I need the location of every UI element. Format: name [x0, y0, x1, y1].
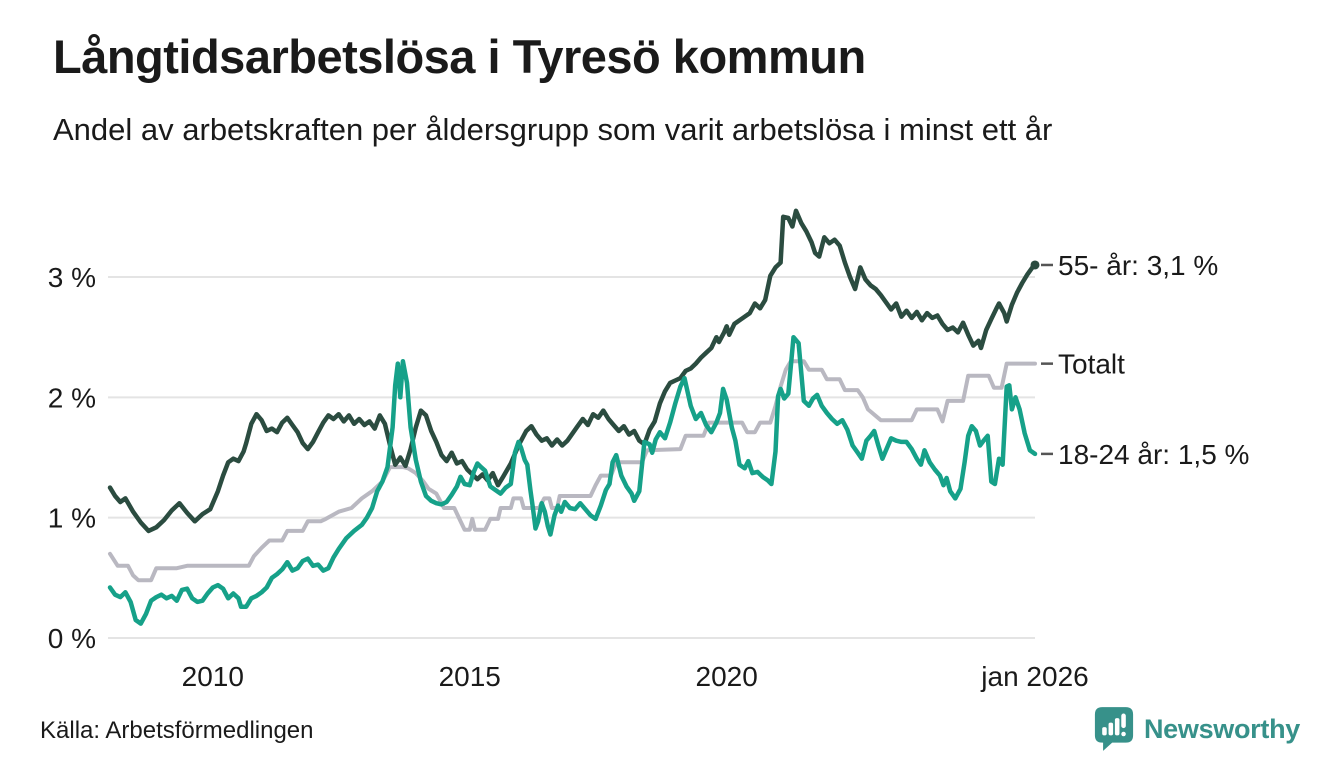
source-note: Källa: Arbetsförmedlingen [40, 717, 314, 744]
series-end-label: 18-24 år: 1,5 % [1058, 439, 1249, 470]
series-end-label: Totalt [1058, 349, 1125, 380]
y-axis-tick-label: 1 % [48, 503, 96, 534]
x-axis-tick-label: 2015 [439, 661, 501, 692]
y-axis-tick-label: 2 % [48, 382, 96, 413]
chart-header: Långtidsarbetslösa i Tyresö kommun Andel… [53, 30, 1293, 148]
y-axis-tick-label: 0 % [48, 623, 96, 654]
series-end-label: 55- år: 3,1 % [1058, 250, 1218, 281]
series-line-totalt [108, 359, 1037, 583]
newsworthy-bubble-chart-icon [1094, 706, 1134, 752]
x-axis-tick-label: 2020 [696, 661, 758, 692]
page-title: Långtidsarbetslösa i Tyresö kommun [53, 30, 866, 83]
x-axis-tick-label: jan 2026 [980, 661, 1088, 692]
series-line-55-r [107, 208, 1038, 534]
brand-name: Newsworthy [1143, 713, 1300, 744]
brand-logo: Newsworthy [1094, 706, 1300, 752]
page-subtitle: Andel av arbetskraften per åldersgrupp s… [53, 112, 1053, 148]
x-axis-tick-label: 2010 [182, 661, 244, 692]
y-axis-tick-label: 3 % [48, 262, 96, 293]
series-end-dot [1030, 260, 1040, 270]
series-line-18-24-r [107, 334, 1038, 626]
